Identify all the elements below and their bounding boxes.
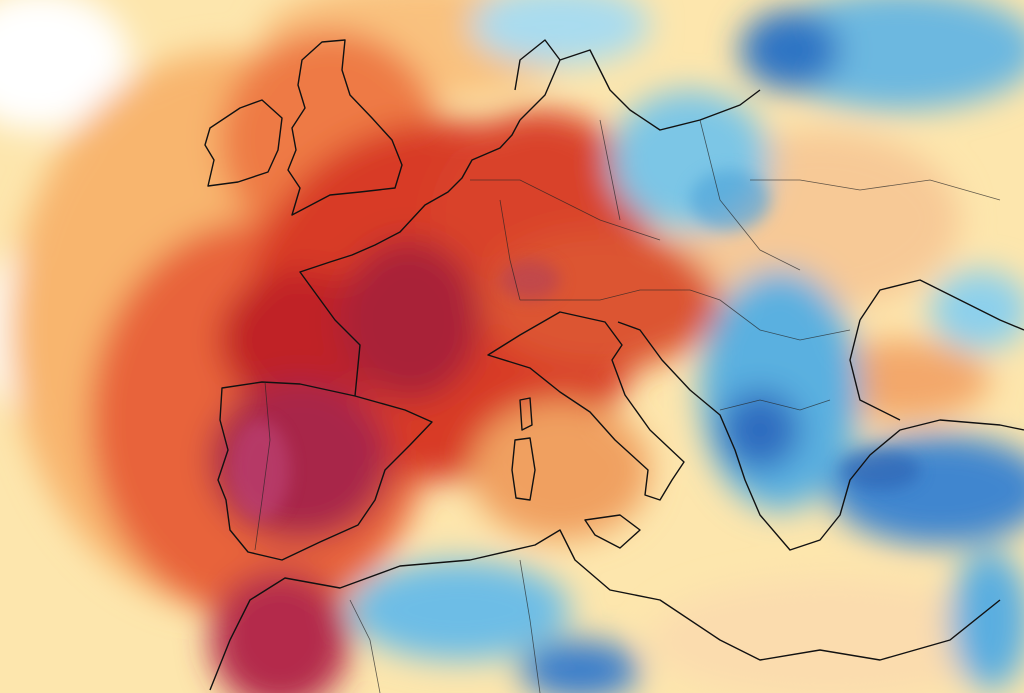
very-hot-area [220, 270, 380, 410]
balkan-coast [617, 321, 1024, 551]
france-coast [299, 119, 521, 397]
sardinia-coast [511, 437, 536, 501]
very-hot-area [230, 420, 290, 520]
coastlines [204, 39, 1024, 691]
italy-coast [487, 311, 685, 501]
cool-area [350, 560, 570, 660]
cool-area [690, 170, 770, 230]
very-hot-area [500, 260, 560, 300]
black-sea-coast [849, 279, 1024, 421]
country-border [750, 179, 1001, 201]
country-border [254, 381, 271, 551]
sicily-coast [584, 514, 641, 549]
cool-area [950, 550, 1024, 690]
very-hot-area [340, 240, 480, 400]
country-border [499, 199, 690, 301]
cold-area [720, 390, 800, 470]
country-border [349, 559, 541, 693]
anomaly-detail [230, 170, 920, 520]
corsica-coast [519, 397, 533, 431]
ireland-coast [204, 99, 283, 187]
neutral-area [0, 0, 130, 130]
britain-coast [287, 39, 403, 216]
cold-area [520, 640, 640, 693]
warm-area [470, 400, 650, 540]
north-sea-coast [514, 39, 761, 131]
africa-coast [209, 529, 1001, 691]
country-border [689, 289, 851, 411]
cool-area [470, 0, 650, 65]
cold-area [740, 10, 840, 90]
cool-area [930, 270, 1024, 350]
mild-area [650, 580, 1010, 693]
country-border [599, 119, 801, 271]
borders [254, 119, 1001, 693]
country-border [470, 179, 661, 241]
very-hot-area [210, 570, 350, 693]
cold-area [840, 450, 920, 490]
